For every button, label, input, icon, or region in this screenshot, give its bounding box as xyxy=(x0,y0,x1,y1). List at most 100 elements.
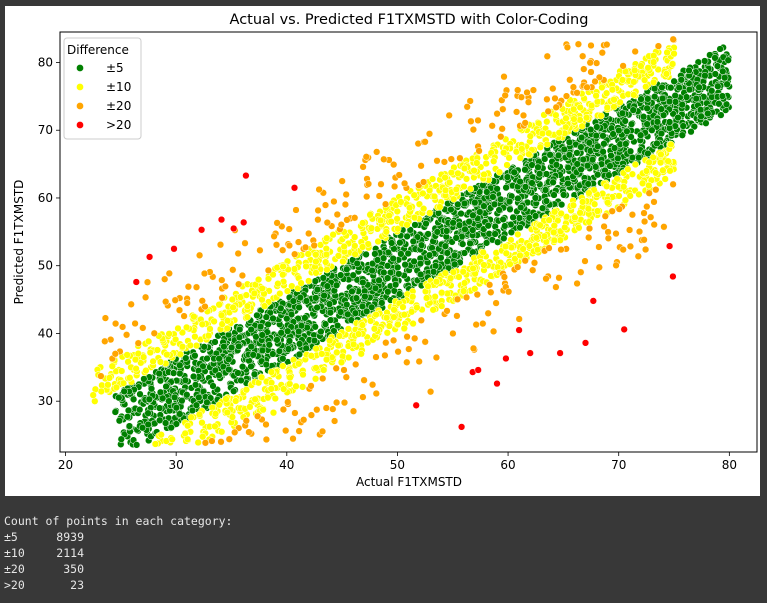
point-within-10 xyxy=(339,257,347,266)
point-within-10 xyxy=(223,408,231,417)
legend-marker xyxy=(76,121,84,129)
point-within-10 xyxy=(211,422,219,430)
point-within-5 xyxy=(594,171,602,179)
point-within-20 xyxy=(462,293,471,302)
point-within-5 xyxy=(203,354,211,363)
output-header: Count of points in each category: xyxy=(4,514,233,528)
point-within-5 xyxy=(507,228,516,236)
point-within-5 xyxy=(295,340,304,348)
point-within-5 xyxy=(237,376,245,385)
point-within-5 xyxy=(717,111,725,119)
point-within-5 xyxy=(362,250,370,259)
point-within-10 xyxy=(526,132,534,140)
point-within-5 xyxy=(320,291,328,300)
point-within-10 xyxy=(630,91,638,99)
point-within-5 xyxy=(721,74,729,82)
point-within-5 xyxy=(220,343,228,351)
point-within-10 xyxy=(318,350,326,358)
point-within-10 xyxy=(112,383,121,392)
point-within-20 xyxy=(127,300,135,308)
point-within-10 xyxy=(403,221,411,229)
point-within-5 xyxy=(469,248,477,256)
point-within-10 xyxy=(479,248,487,257)
point-within-10 xyxy=(305,277,313,285)
category-count-row: ±10 2114 xyxy=(4,545,754,561)
point-within-10 xyxy=(195,410,204,419)
point-within-20 xyxy=(150,329,158,337)
point-within-5 xyxy=(607,151,615,160)
point-within-20 xyxy=(234,249,242,258)
point-within-20 xyxy=(521,119,529,127)
point-within-5 xyxy=(491,230,499,238)
point-within-5 xyxy=(719,67,727,75)
point-within-5 xyxy=(302,344,310,352)
point-within-5 xyxy=(410,257,418,266)
point-within-20 xyxy=(615,205,623,213)
point-within-10 xyxy=(603,182,611,190)
point-within-10 xyxy=(153,346,162,354)
legend-label: ±10 xyxy=(106,80,131,94)
point-within-10 xyxy=(552,111,560,119)
point-within-10 xyxy=(383,329,391,337)
point-within-5 xyxy=(514,194,522,203)
point-within-5 xyxy=(344,310,352,318)
point-within-5 xyxy=(678,101,686,109)
point-within-10 xyxy=(631,66,639,75)
point-within-5 xyxy=(483,188,491,196)
point-within-20 xyxy=(161,275,169,283)
point-within-10 xyxy=(199,433,207,441)
point-within-10 xyxy=(271,394,279,403)
point-within-20 xyxy=(315,185,323,194)
point-within-5 xyxy=(627,120,636,128)
point-within-10 xyxy=(191,333,199,341)
point-within-10 xyxy=(174,324,182,333)
point-within-20 xyxy=(640,217,649,226)
point-within-20 xyxy=(330,197,338,206)
point-within-5 xyxy=(610,144,619,152)
point-within-10 xyxy=(157,431,165,439)
point-within-20 xyxy=(373,148,381,156)
point-within-5 xyxy=(550,191,558,199)
point-within-20 xyxy=(175,306,184,314)
point-within-10 xyxy=(385,322,394,330)
point-within-20 xyxy=(111,319,120,328)
legend: Difference ±5 ±10 ±20 >20 xyxy=(63,37,142,140)
point-within-20 xyxy=(523,88,531,97)
point-within-10 xyxy=(320,366,328,374)
point-within-5 xyxy=(178,397,186,405)
category-count-row: ±5 8939 xyxy=(4,529,754,545)
point-within-20 xyxy=(270,232,278,240)
point-within-10 xyxy=(447,168,456,177)
x-tick-label: 20 xyxy=(58,458,73,472)
point-within-5 xyxy=(451,260,459,268)
point-within-20 xyxy=(342,190,350,199)
point-within-5 xyxy=(235,342,243,351)
point-within-10 xyxy=(495,168,504,176)
point-within-10 xyxy=(299,370,307,379)
point-within-10 xyxy=(666,167,674,175)
point-within-5 xyxy=(588,156,597,164)
point-within-10 xyxy=(279,362,287,370)
point-within-20 xyxy=(585,224,594,233)
point-within-5 xyxy=(704,109,712,118)
point-within-20 xyxy=(543,95,551,103)
point-within-20 xyxy=(294,238,303,246)
point-within-10 xyxy=(460,182,468,191)
point-over-20 xyxy=(556,349,564,357)
point-within-10 xyxy=(579,198,587,206)
point-within-10 xyxy=(307,352,315,360)
point-within-10 xyxy=(582,114,591,122)
y-tick-label: 40 xyxy=(38,326,53,340)
point-within-10 xyxy=(649,58,658,66)
point-within-5 xyxy=(323,282,331,290)
point-within-20 xyxy=(292,206,300,214)
point-within-5 xyxy=(136,390,144,398)
point-within-20 xyxy=(641,245,650,254)
point-within-5 xyxy=(394,263,402,272)
point-over-20 xyxy=(526,349,534,357)
point-within-20 xyxy=(307,411,316,419)
point-within-5 xyxy=(627,133,635,141)
point-within-10 xyxy=(640,76,649,84)
point-within-20 xyxy=(319,374,327,383)
point-over-20 xyxy=(197,226,206,234)
